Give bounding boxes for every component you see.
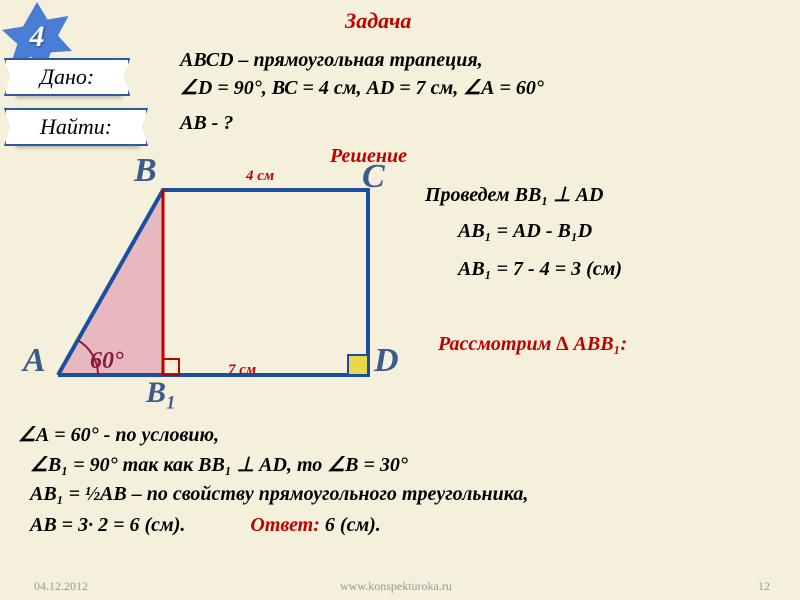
vertex-a: А [23, 342, 46, 380]
step-3: АВ₁ = 7 - 4 = 3 (см) [458, 258, 622, 281]
vertex-b1: В₁ [146, 376, 176, 410]
angle-60: 60° [90, 348, 124, 375]
step-1-text: Проведем ВВ₁ ⊥ АD [425, 184, 604, 206]
answer: Ответ: 6 (см). [250, 514, 380, 536]
label-bc: 4 см [246, 168, 274, 185]
step-8-text: АВ = 3· 2 = 6 (см). [30, 514, 185, 536]
step-8: АВ = 3· 2 = 6 (см). Ответ: 6 (см). [30, 514, 381, 537]
trapezoid-diagram: 4 см 7 см 60° А В С D В₁ [28, 170, 408, 410]
find-text: АВ - ? [180, 112, 233, 135]
step-2: АВ₁ = АD - В₁D [458, 220, 592, 243]
step-1: Проведем ВВ₁ ⊥ АD [425, 182, 604, 207]
step-6: ∠В₁ = 90° так как ВВ₁ ⊥ АD, то ∠В = 30° [30, 452, 408, 477]
footer-url: www.konspekturoka.ru [340, 579, 452, 594]
answer-label: Ответ: [250, 514, 320, 536]
footer-date: 04.12.2012 [34, 579, 88, 594]
step-4: Рассмотрим ∆ АВВ₁: [438, 333, 627, 356]
label-ad: 7 см [228, 362, 256, 379]
label-find: Найти: [14, 108, 138, 146]
vertex-b: В [134, 152, 157, 190]
step-7: АВ₁ = ½АВ – по свойству прямоугольного т… [30, 483, 528, 506]
diagram-svg [28, 170, 408, 410]
title-task: Задача [345, 8, 411, 34]
label-given: Дано: [14, 58, 120, 96]
right-angle-marker-d [348, 355, 368, 375]
problem-number: 4 [30, 20, 45, 54]
footer-page: 12 [758, 579, 770, 594]
vertex-c: С [362, 158, 385, 196]
given-text: АВСD – прямоугольная трапеция, ∠D = 90°,… [180, 46, 544, 102]
answer-value: 6 (см). [325, 514, 381, 536]
vertex-d: D [374, 342, 399, 380]
step-5: ∠А = 60° - по условию, [18, 422, 219, 447]
right-angle-marker-b1 [163, 359, 179, 375]
